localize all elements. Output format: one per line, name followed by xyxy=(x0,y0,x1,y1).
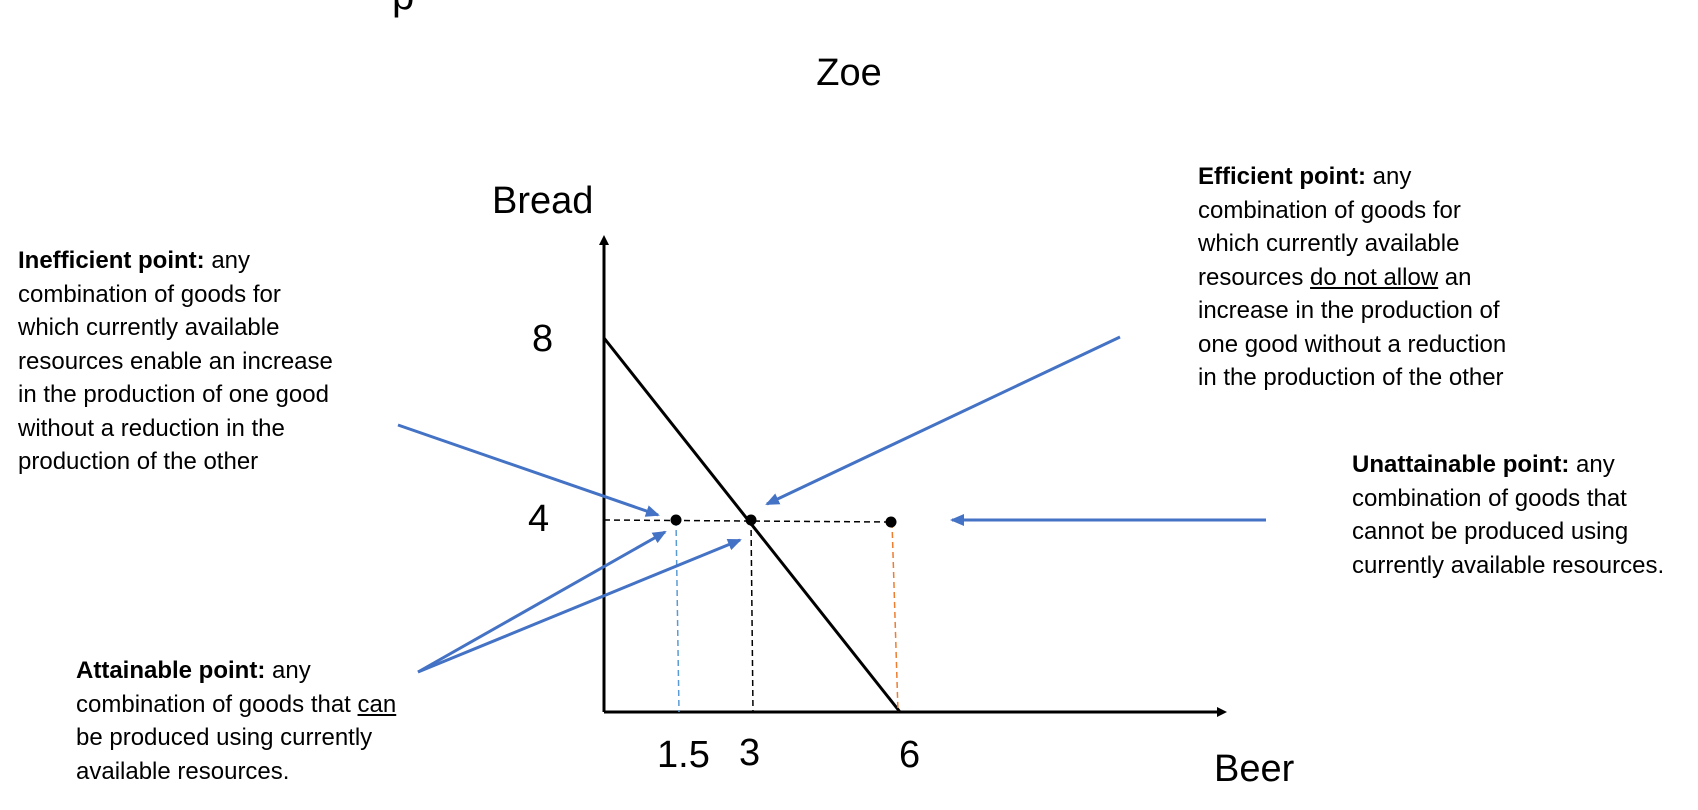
attainable-arrow-efficient xyxy=(417,538,742,674)
inefficient-line: resources enable an increase xyxy=(18,347,333,375)
unattainable-line: any xyxy=(1569,451,1615,478)
unattainable-line: cannot be produced using xyxy=(1352,518,1629,545)
unattainable-note: Unattainable point: any combination of g… xyxy=(1352,448,1664,582)
y-tick-4: 4 xyxy=(528,498,550,540)
efficient-line: increase in the production of xyxy=(1198,297,1500,324)
efficient-line: in the production of the other xyxy=(1198,364,1504,391)
attainable-line: be produced using currently xyxy=(76,724,373,751)
inefficient-point xyxy=(670,514,682,526)
attainable-line: available resources. xyxy=(76,757,290,785)
attainable-heading: Attainable point: xyxy=(76,657,266,684)
inefficient-line: in the production of one good xyxy=(18,381,329,408)
inefficient-arrow xyxy=(397,423,660,517)
x-tick-1-5: 1.5 xyxy=(657,734,710,776)
efficient-line: resources xyxy=(1198,263,1311,291)
diagram-title: Zoe xyxy=(816,52,882,94)
efficient-underlined-text: do not allow xyxy=(1310,263,1439,291)
inefficient-heading: Inefficient point: xyxy=(18,247,205,274)
inefficient-note: Inefficient point: any combination of go… xyxy=(18,244,333,479)
unattainable-point xyxy=(885,516,897,528)
x-axis-label: Beer xyxy=(1214,748,1295,790)
clipped-heading-fragment: p xyxy=(392,0,414,19)
inefficient-line: without a reduction in the xyxy=(18,414,285,442)
attainable-underlined-text: can xyxy=(357,690,397,718)
beer-1-5-guide xyxy=(675,519,680,713)
x-tick-6: 6 xyxy=(899,734,921,776)
inefficient-line: which currently available xyxy=(18,314,280,341)
efficient-heading: Efficient point: xyxy=(1198,163,1366,190)
attainable-note: Attainable point: any combination of goo… xyxy=(76,654,396,788)
efficient-line: combination of goods for xyxy=(1198,196,1461,224)
inefficient-line: any xyxy=(204,247,251,274)
unattainable-line: combination of goods that xyxy=(1352,484,1627,512)
efficient-line: one good without a reduction xyxy=(1198,330,1507,358)
inefficient-line: production of the other xyxy=(18,448,259,475)
efficient-note: Efficient point: any combination of good… xyxy=(1198,160,1506,395)
attainable-line: combination of goods that xyxy=(76,690,358,718)
attainable-arrow-inefficient xyxy=(417,530,667,674)
inefficient-line: combination of goods for xyxy=(18,280,281,308)
y-tick-8: 8 xyxy=(532,318,554,360)
y-axis-label: Bread xyxy=(492,180,594,222)
unattainable-line: currently available resources. xyxy=(1352,551,1665,579)
efficient-arrow xyxy=(765,335,1121,506)
unattainable-heading: Unattainable point: xyxy=(1352,451,1570,478)
beer-3-guide xyxy=(750,519,754,713)
efficient-line: an xyxy=(1438,263,1472,291)
efficient-line: which currently available xyxy=(1198,230,1460,257)
x-tick-3: 3 xyxy=(739,732,761,774)
beer-6-guide xyxy=(891,521,899,713)
efficient-point xyxy=(745,514,757,526)
attainable-line: any xyxy=(265,657,311,684)
efficient-line: any xyxy=(1365,163,1412,190)
